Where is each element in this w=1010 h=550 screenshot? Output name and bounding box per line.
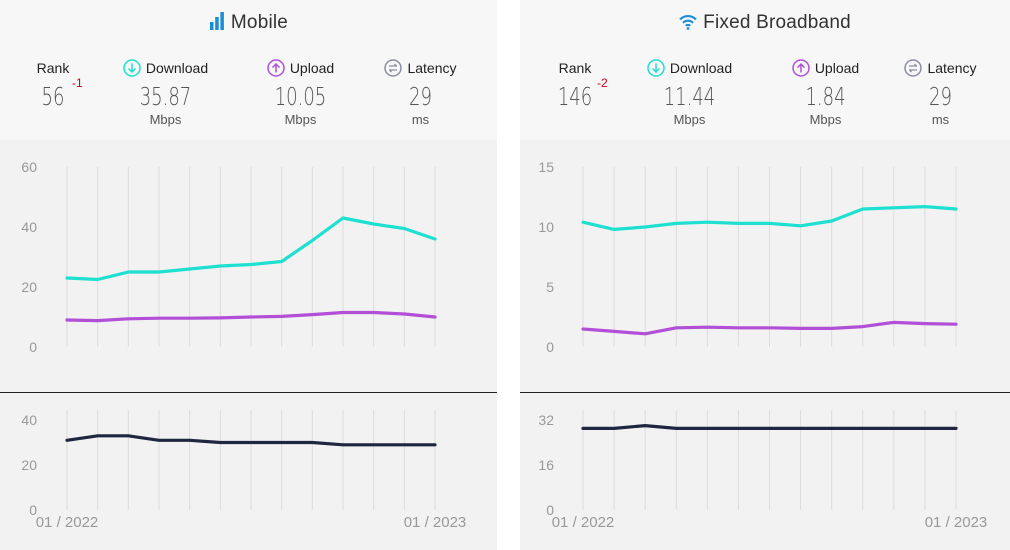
latency-label: Latency — [407, 60, 457, 76]
latency-icon — [904, 59, 923, 77]
upload-value: 1.84 — [805, 82, 846, 111]
fixed-speed-chart: 0 5 10 15 — [538, 159, 958, 355]
mobile-upload: Upload 10.05 Mbps — [253, 58, 348, 127]
rank-value: 56 — [41, 82, 65, 111]
signal-bars-icon — [209, 12, 224, 30]
y-tick-label: 0 — [546, 339, 554, 355]
rank-label: Rank — [558, 60, 592, 76]
rank-label: Rank — [36, 60, 70, 76]
fixed-rank: Rank 146 -2 — [550, 58, 608, 111]
upload-label: Upload — [814, 60, 860, 76]
fixed-title: Fixed Broadband — [520, 12, 1010, 34]
y-tick-label: 15 — [538, 159, 554, 175]
y-tick-label: 20 — [21, 457, 37, 473]
rank-delta: -1 — [72, 76, 83, 90]
y-tick-label: 0 — [29, 502, 37, 518]
rank-delta: -2 — [597, 76, 608, 90]
y-tick-label: 0 — [29, 339, 37, 355]
upload-label: Upload — [289, 60, 335, 76]
date-start-label: 01 / 2022 — [552, 514, 615, 531]
y-tick-label: 5 — [546, 279, 554, 295]
fixed-latency: Latency 29 ms — [898, 58, 983, 127]
y-tick-label: 16 — [538, 457, 554, 473]
download-label: Download — [145, 60, 209, 76]
mobile-speed-chart: 0 20 40 60 — [21, 159, 437, 355]
y-tick-label: 40 — [21, 219, 37, 235]
download-value: 11.44 — [663, 82, 716, 111]
date-end-label: 01 / 2023 — [925, 514, 988, 531]
rank-value: 146 — [557, 82, 593, 111]
latency-label: Latency — [927, 60, 977, 76]
latency-value: 29 — [929, 82, 952, 111]
y-tick-label: 20 — [21, 279, 37, 295]
fixed-download: Download 11.44 Mbps — [637, 58, 742, 127]
download-value: 35.87 — [139, 82, 192, 111]
mobile-latency-chart: 0 20 40 — [21, 410, 437, 518]
fixed-upload: Upload 1.84 Mbps — [778, 58, 873, 127]
upload-unit: Mbps — [809, 112, 842, 127]
latency-unit: ms — [931, 112, 950, 127]
date-end-label: 01 / 2023 — [404, 514, 467, 531]
download-unit: Mbps — [149, 112, 182, 127]
download-arrow-icon — [647, 59, 665, 77]
mobile-title-text: Mobile — [230, 12, 289, 33]
y-tick-label: 10 — [538, 219, 554, 235]
fixed-title-text: Fixed Broadband — [703, 12, 851, 33]
download-arrow-icon — [123, 59, 141, 77]
mobile-title: Mobile — [0, 12, 497, 34]
wifi-icon — [679, 15, 697, 30]
upload-value: 10.05 — [274, 82, 327, 111]
mobile-header: Mobile Rank 56 -1 Download 35.87 Mbps Up… — [0, 0, 497, 140]
upload-unit: Mbps — [284, 112, 317, 127]
download-unit: Mbps — [673, 112, 706, 127]
mobile-panel: Mobile Rank 56 -1 Download 35.87 Mbps Up… — [0, 0, 497, 550]
latency-value: 29 — [409, 82, 432, 111]
fixed-latency-chart: 0 16 32 — [538, 410, 958, 518]
mobile-latency: Latency 29 ms — [378, 58, 463, 127]
upload-arrow-icon — [267, 59, 285, 77]
fixed-charts: 0 5 10 15 0 16 32 01 / 2022 01 / 2023 — [520, 159, 1010, 531]
date-start-label: 01 / 2022 — [36, 514, 99, 531]
y-tick-label: 60 — [21, 159, 37, 175]
upload-arrow-icon — [792, 59, 810, 77]
latency-icon — [384, 59, 403, 77]
fixed-header: Fixed Broadband Rank 146 -2 Download 11.… — [520, 0, 1010, 140]
download-label: Download — [669, 60, 733, 76]
mobile-download: Download 35.87 Mbps — [113, 58, 218, 127]
fixed-panel: Fixed Broadband Rank 146 -2 Download 11.… — [520, 0, 1010, 550]
y-tick-label: 40 — [21, 412, 37, 428]
y-tick-label: 32 — [538, 412, 554, 428]
y-tick-label: 0 — [546, 502, 554, 518]
latency-unit: ms — [411, 112, 430, 127]
mobile-charts: 0 20 40 60 0 20 40 01 / 2022 01 / 2023 — [0, 159, 497, 531]
mobile-rank: Rank 56 -1 — [28, 58, 83, 111]
